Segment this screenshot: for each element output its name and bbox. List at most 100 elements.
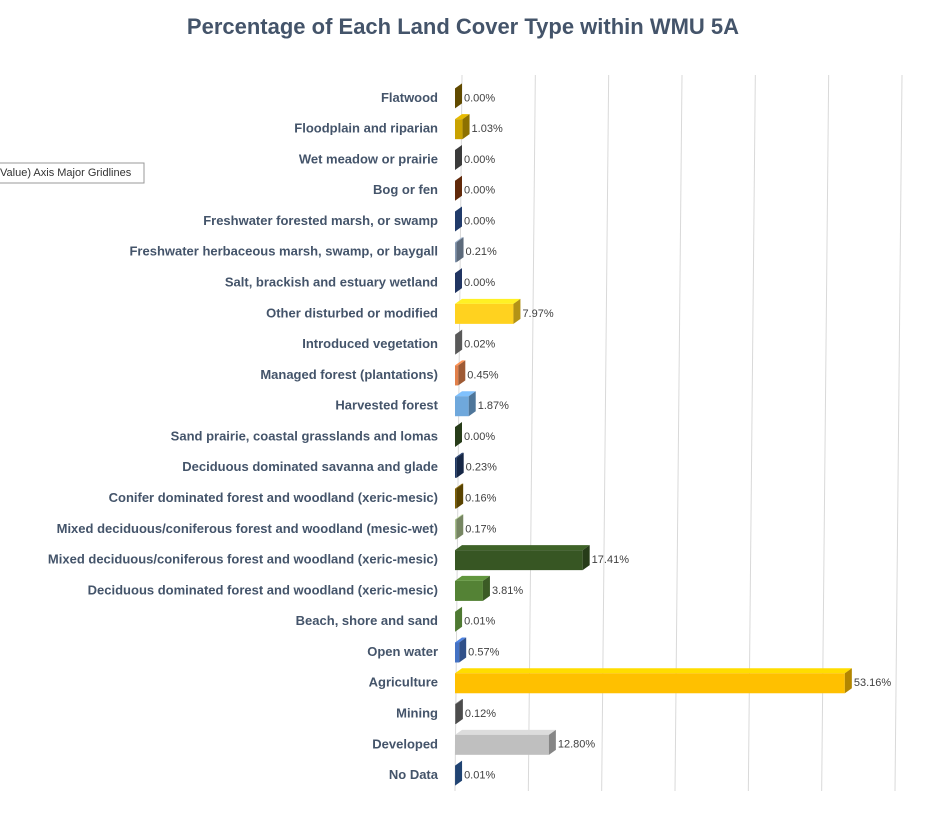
bar-side (456, 483, 464, 509)
bar (455, 396, 469, 417)
bar-top (455, 637, 467, 643)
y-tick-label: Developed (372, 736, 438, 751)
bar-side (548, 729, 556, 755)
value-label: 0.01% (464, 616, 495, 628)
y-tick-label: No Data (389, 767, 439, 782)
y-tick-label: Deciduous dominated forest and woodland … (88, 582, 438, 597)
bar-top (455, 699, 463, 705)
bar (455, 303, 514, 324)
bar (455, 580, 483, 601)
y-tick-label: Managed forest (plantations) (260, 367, 438, 382)
bar-side (456, 514, 464, 540)
bar-top (455, 452, 464, 458)
value-label: 0.01% (464, 770, 495, 782)
bar-side (513, 298, 521, 324)
y-tick-label: Deciduous dominated savanna and glade (182, 459, 438, 474)
value-label: 0.21% (466, 246, 497, 258)
bar-side (582, 545, 590, 571)
value-label: 0.45% (467, 369, 498, 381)
bar-side (455, 606, 463, 632)
y-tick-label: Floodplain and riparian (294, 121, 438, 136)
value-label: 1.03% (472, 123, 503, 135)
bar-side (455, 760, 463, 786)
bar (455, 734, 549, 755)
bar-side (455, 268, 462, 294)
bar-top (455, 729, 556, 735)
value-label: 0.00% (464, 277, 495, 289)
bar (455, 673, 845, 694)
bar (455, 519, 457, 540)
bar-top (455, 483, 464, 489)
y-tick-label: Beach, shore and sand (296, 613, 438, 628)
value-label: 12.80% (558, 739, 596, 751)
tooltip-text: Value) Axis Major Gridlines (0, 167, 132, 179)
value-label: 53.16% (854, 677, 892, 689)
bar-side (462, 114, 470, 140)
bar-top (455, 329, 463, 335)
bar-side (455, 422, 462, 447)
bar (455, 365, 459, 386)
y-tick-label: Salt, brackish and estuary wetland (225, 275, 438, 290)
bar-side (455, 175, 462, 201)
value-label: 17.41% (592, 554, 630, 566)
y-tick-label: Harvested forest (335, 398, 438, 413)
bar-side (455, 206, 462, 232)
bar-top (455, 391, 476, 397)
y-tick-label: Flatwood (381, 90, 438, 105)
bar-side (482, 575, 490, 601)
bar-side (456, 452, 464, 478)
y-tick-label: Other disturbed or modified (266, 305, 438, 320)
tooltip: Value) Axis Major Gridlines (0, 162, 145, 184)
value-label: 0.00% (464, 215, 495, 227)
value-label: 0.00% (464, 92, 495, 104)
bar (455, 488, 457, 509)
y-tick-label: Mixed deciduous/coniferous forest and wo… (57, 521, 438, 536)
bar-side (455, 329, 463, 355)
value-label: 0.00% (464, 154, 495, 166)
y-tick-label: Introduced vegetation (302, 336, 438, 351)
bar (455, 119, 463, 140)
chart-title: Percentage of Each Land Cover Type withi… (187, 14, 739, 39)
value-label: 0.00% (464, 185, 495, 197)
y-tick-label: Bog or fen (373, 182, 438, 197)
y-tick-label: Agriculture (369, 675, 438, 690)
bar-top (455, 575, 490, 581)
bar-top (455, 114, 470, 120)
grid-line (894, 74, 903, 792)
y-tick-label: Freshwater herbaceous marsh, swamp, or b… (129, 244, 438, 259)
y-tick-label: Mining (396, 705, 438, 720)
value-label: 1.87% (478, 400, 509, 412)
value-label: 3.81% (492, 585, 523, 597)
bar-side (468, 391, 476, 417)
bar-side (455, 83, 462, 109)
value-label: 7.97% (522, 308, 553, 320)
bar (455, 550, 583, 571)
bar-top (455, 668, 852, 674)
bar-side (455, 699, 463, 725)
bar-side (455, 144, 462, 170)
y-tick-label: Freshwater forested marsh, or swamp (203, 213, 438, 228)
bar (455, 242, 457, 263)
value-label: 0.00% (464, 431, 495, 443)
bar-side (458, 360, 466, 386)
bar-side (844, 668, 852, 694)
tooltip-box (0, 162, 145, 184)
value-label: 0.02% (464, 339, 495, 351)
value-label: 0.57% (468, 646, 499, 658)
bar-top (455, 545, 590, 551)
value-label: 0.12% (465, 708, 496, 720)
bar-top (455, 298, 521, 304)
bar (455, 457, 457, 478)
y-tick-label: Wet meadow or prairie (299, 151, 438, 166)
bar-top (455, 514, 464, 520)
bar-top (455, 237, 464, 243)
value-label: 0.23% (466, 462, 497, 474)
bar-side (459, 637, 467, 663)
value-label: 0.17% (465, 523, 496, 535)
bar-top (455, 360, 466, 366)
y-tick-label: Conifer dominated forest and woodland (x… (109, 490, 438, 505)
bar-side (456, 237, 464, 263)
bar (455, 704, 456, 725)
y-tick-label: Sand prairie, coastal grasslands and lom… (171, 428, 438, 443)
